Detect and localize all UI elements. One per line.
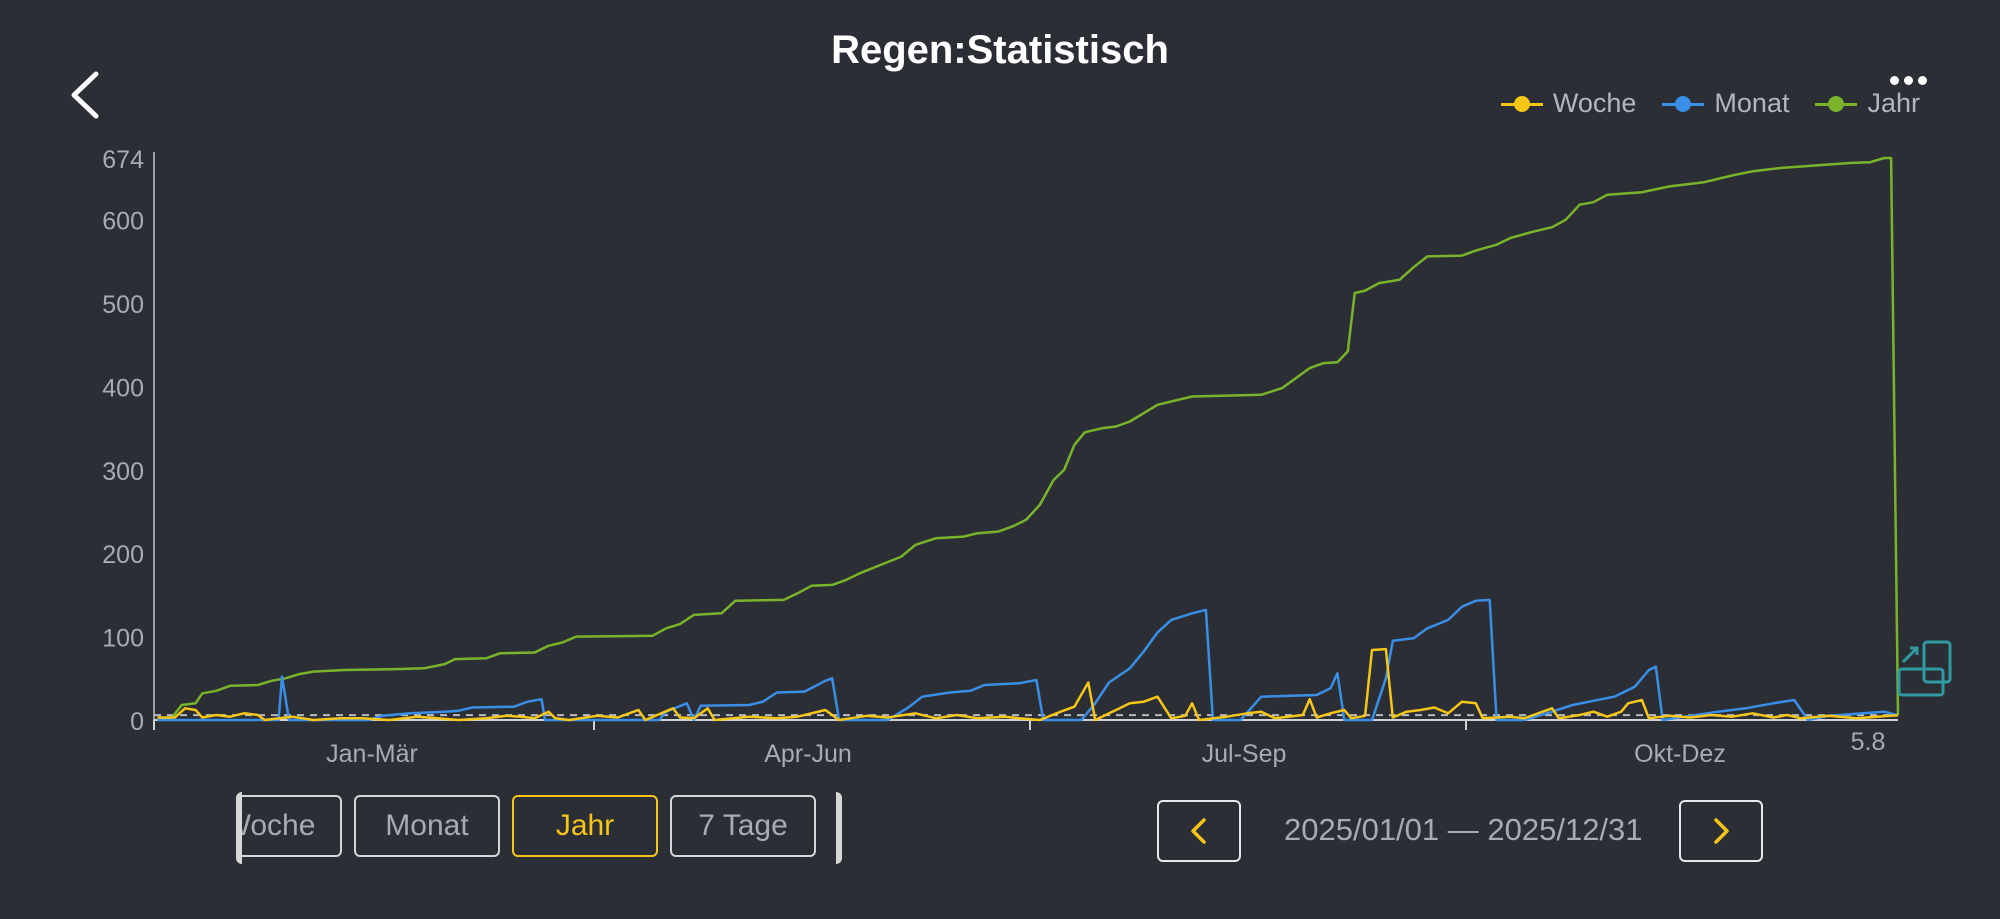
legend-item-woche[interactable]: Woche — [1500, 88, 1637, 119]
tab-monat[interactable]: Monat — [354, 795, 500, 857]
series-line-jahr — [157, 156, 1900, 722]
legend-marker-jahr — [1815, 94, 1858, 114]
back-chevron-icon[interactable] — [66, 70, 106, 120]
y-tick-label: 0 — [130, 708, 144, 736]
more-options-icon[interactable] — [1890, 72, 1940, 96]
x-category-label: Okt-Dez — [1634, 740, 1726, 768]
series-line-woche — [157, 647, 1899, 722]
next-period-button[interactable] — [1679, 800, 1763, 862]
legend-label-monat: Monat — [1714, 88, 1790, 118]
date-range-label: 2025/01/01 — 2025/12/31 — [1284, 812, 1643, 847]
legend-item-monat[interactable]: Monat — [1662, 88, 1789, 119]
y-tick-label: 400 — [102, 374, 144, 402]
y-tick-label: 674 — [102, 146, 144, 174]
x-category-label: Apr-Jun — [764, 740, 852, 768]
end-value-label: 5.8 — [1851, 728, 1886, 756]
rain-chart: 0 100 200 300 400 500 600 674 Jan-Mär Apr-Jun Jul-… — [102, 146, 1952, 768]
legend-label-woche: Woche — [1552, 88, 1637, 118]
x-category-label: Jan-Mär — [326, 740, 418, 768]
tab-woche[interactable]: Woche — [242, 795, 342, 857]
tab-jahr[interactable]: Jahr — [512, 795, 658, 857]
chevron-left-icon — [1191, 818, 1206, 844]
legend-marker-monat — [1662, 94, 1705, 114]
previous-period-button[interactable] — [1157, 800, 1241, 862]
period-tabs: Woche Monat Jahr 7 Tage — [236, 792, 842, 864]
legend-marker-woche — [1500, 94, 1543, 114]
expand-icon[interactable] — [1897, 640, 1952, 697]
y-tick-label: 200 — [102, 541, 144, 569]
legend-label-jahr: Jahr — [1867, 88, 1920, 118]
y-tick-label: 500 — [102, 291, 144, 319]
y-tick-label: 100 — [102, 625, 144, 653]
x-category-label: Jul-Sep — [1202, 740, 1287, 768]
legend-item-jahr[interactable]: Jahr — [1815, 88, 1920, 119]
y-tick-label: 600 — [102, 208, 144, 236]
y-tick-label: 300 — [102, 458, 144, 486]
tab-7-tage[interactable]: 7 Tage — [670, 795, 816, 857]
chevron-right-icon — [1714, 818, 1729, 844]
page-title: Regen:Statistisch — [831, 28, 1169, 72]
chart-legend: Woche Monat Jahr — [1500, 88, 1920, 119]
